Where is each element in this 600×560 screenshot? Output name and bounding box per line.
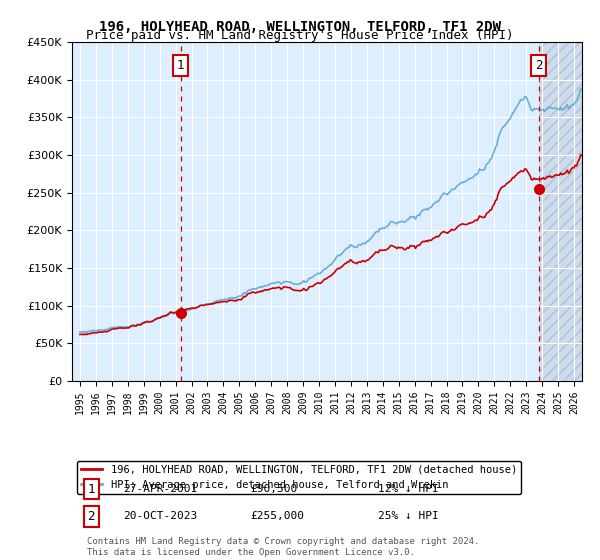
Text: 2: 2 bbox=[535, 59, 543, 72]
Text: Contains HM Land Registry data © Crown copyright and database right 2024.
This d: Contains HM Land Registry data © Crown c… bbox=[88, 537, 479, 557]
Text: 20-OCT-2023: 20-OCT-2023 bbox=[123, 511, 197, 521]
Text: 25% ↓ HPI: 25% ↓ HPI bbox=[378, 511, 439, 521]
Text: Price paid vs. HM Land Registry's House Price Index (HPI): Price paid vs. HM Land Registry's House … bbox=[86, 29, 514, 42]
Text: 1: 1 bbox=[88, 483, 95, 496]
Text: 196, HOLYHEAD ROAD, WELLINGTON, TELFORD, TF1 2DW: 196, HOLYHEAD ROAD, WELLINGTON, TELFORD,… bbox=[99, 20, 501, 34]
Bar bbox=[539, 42, 582, 381]
Legend: 196, HOLYHEAD ROAD, WELLINGTON, TELFORD, TF1 2DW (detached house), HPI: Average : 196, HOLYHEAD ROAD, WELLINGTON, TELFORD,… bbox=[77, 460, 521, 494]
Text: £90,500: £90,500 bbox=[251, 484, 298, 494]
Text: 27-APR-2001: 27-APR-2001 bbox=[123, 484, 197, 494]
Text: £255,000: £255,000 bbox=[251, 511, 305, 521]
Text: 1: 1 bbox=[177, 59, 184, 72]
Text: 12% ↓ HPI: 12% ↓ HPI bbox=[378, 484, 439, 494]
Text: 2: 2 bbox=[88, 510, 95, 523]
